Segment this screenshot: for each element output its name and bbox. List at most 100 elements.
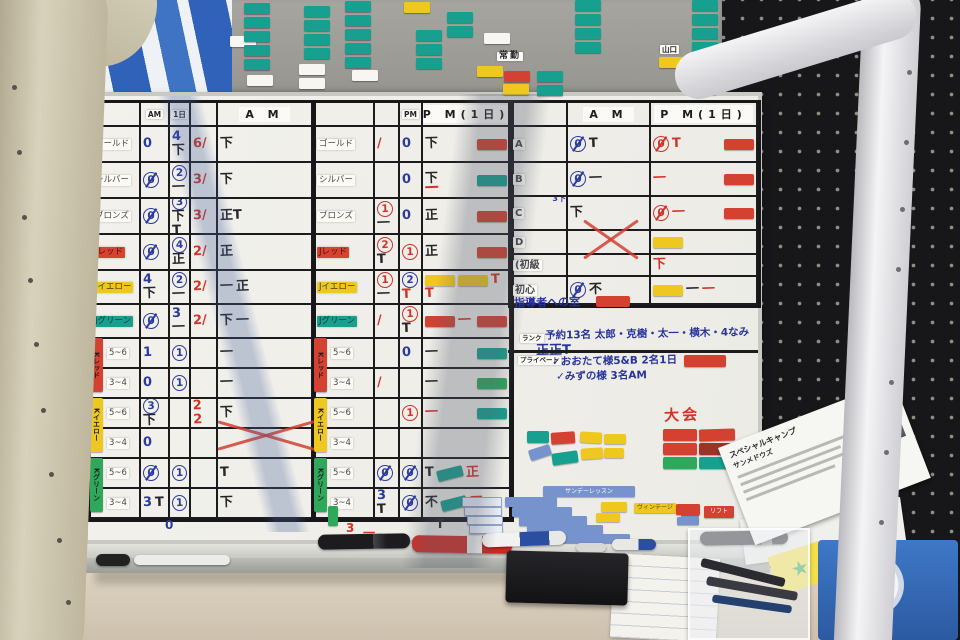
blue-marker [481, 530, 567, 548]
tally-mark: 1 [376, 200, 394, 218]
note-instructor-magnet [596, 296, 630, 307]
staff-magnet [537, 85, 563, 96]
cell-magnet [477, 347, 507, 359]
lesson-magnet [677, 517, 699, 525]
staff-magnet [230, 36, 256, 47]
grid-cell [651, 231, 758, 255]
row-label: シルバー [317, 174, 356, 186]
tally-mark: 下 [142, 285, 157, 302]
row-label: ゴールド [317, 138, 356, 150]
tally-mark: 1 [401, 243, 419, 261]
staff-name-tag: 山口 [660, 45, 679, 54]
tally-mark: T [424, 464, 435, 481]
grid-cell: 0 [141, 459, 170, 489]
tray-item-ruler [134, 555, 230, 565]
tally-mark: T [376, 251, 387, 268]
event-magnet [579, 431, 603, 444]
row-label-cell: C 3下 [511, 197, 568, 231]
column-header-strip: A M [239, 106, 290, 122]
row-label-cell: Jレッド [91, 235, 141, 271]
header-cell: A M [568, 103, 651, 127]
grid-cell: / [375, 127, 400, 163]
staff-magnet [244, 31, 270, 42]
grid-cell: 0 [141, 305, 170, 339]
k-group-label: Kレッド [314, 338, 327, 392]
event-magnet [580, 447, 604, 460]
staff-magnet [304, 48, 330, 59]
row-label-cell: 5~6 [315, 339, 375, 369]
tally-mark: 0 [569, 135, 587, 153]
grid-cell: 0 [141, 429, 170, 459]
frame-hole [22, 215, 27, 220]
tally-mark: T [376, 501, 387, 518]
staff-magnet [416, 58, 442, 69]
tally-mark: 3/ [192, 207, 208, 224]
tally-mark: 0 [401, 344, 412, 361]
staff-magnet [244, 17, 270, 28]
header-cell: P M(1日) [651, 103, 758, 127]
staff-magnet [352, 70, 378, 81]
tally-mark: 下 [219, 312, 234, 329]
frame-hole [889, 380, 894, 385]
cell-magnet [724, 207, 754, 219]
staff-magnet [345, 1, 371, 12]
loose-mark: 0 [165, 518, 174, 532]
row-sublabel: 3~4 [331, 377, 353, 389]
staff-magnet [304, 34, 330, 45]
event-magnet [663, 457, 697, 469]
staff-magnet [244, 3, 270, 14]
tally-mark: 0 [401, 464, 419, 482]
row-label-cell: 3~4 [91, 369, 141, 399]
cell-magnet [724, 138, 754, 150]
frame-hole [12, 85, 17, 90]
tally-mark: 2/ [192, 312, 208, 329]
staff-magnet [447, 26, 473, 37]
row-note: 3下 [552, 197, 566, 203]
tally-mark: 一 [219, 344, 234, 361]
cell-magnet [425, 274, 455, 286]
grid-cell [170, 399, 191, 429]
tally-mark: 1 [171, 374, 188, 392]
section-pm-grid: PM P M(1日) ゴールド/0 下シルバー 0 下ブロンズ 1 一 0 正 Jレッド 2 T 1 正 Jイ… [312, 100, 514, 522]
frame-hole [904, 140, 909, 145]
tally-mark: 一 [235, 312, 250, 329]
k-group-label: Kイエロー [90, 398, 103, 452]
row-label-cell: 5~6 [91, 459, 141, 489]
header-cell [191, 103, 218, 127]
row-label-cell: ゴールド [315, 127, 375, 163]
grid-cell: 3/ [191, 163, 218, 199]
row-label-cell: Jグリーン [315, 305, 375, 339]
tally-mark: 1 [171, 494, 188, 512]
lesson-magnet [467, 516, 503, 525]
row-sublabel: 5~6 [107, 467, 129, 479]
header-cell [315, 103, 375, 127]
cell-magnet [477, 407, 507, 419]
notes-divider-line [508, 350, 758, 353]
tally-mark: 0 [142, 312, 160, 330]
event-magnet [550, 431, 576, 445]
row-label: Jグリーン [93, 315, 134, 327]
grid-cell: 下 [651, 255, 758, 277]
grid-cell: 下 [423, 163, 511, 199]
grid-cell: 1 [141, 339, 170, 369]
cell-magnet [653, 284, 683, 296]
grid-cell: 0 [141, 127, 170, 163]
cell-magnet [477, 315, 507, 327]
row-label: C [513, 207, 525, 219]
row-label-cell: D [511, 231, 568, 255]
tally-mark: 0 [401, 494, 419, 512]
tally-mark: 0 [142, 434, 153, 451]
row-sublabel: 3~4 [107, 437, 129, 449]
grid-cell: 3 下T [170, 199, 191, 235]
cell-magnet [653, 236, 683, 248]
frame-hole [884, 450, 889, 455]
tally-mark: 下 [219, 404, 234, 421]
grid-cell: 3/ [191, 199, 218, 235]
grid-cell: 0 [141, 369, 170, 399]
